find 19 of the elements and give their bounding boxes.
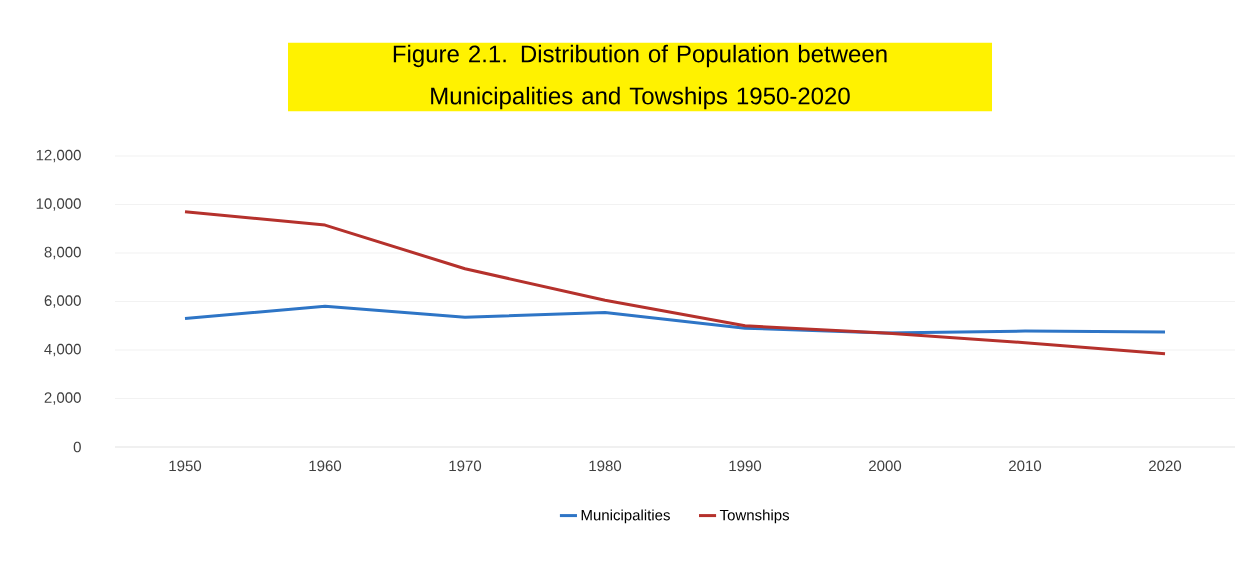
x-tick-label: 1980 <box>589 460 622 472</box>
x-tick-label: 1960 <box>309 460 342 472</box>
y-tick-label: 4,000 <box>44 343 81 357</box>
y-tick-label: 2,000 <box>44 392 81 405</box>
x-tick-label: 2020 <box>1149 460 1182 472</box>
x-tick-label: 2000 <box>869 460 902 472</box>
chart-title: Figure 2.1. Distribution of Population between Municipalities and Towships 1950-2020 <box>393 44 887 110</box>
line-series <box>183 210 1167 356</box>
x-tick-label: 1950 <box>169 460 202 472</box>
y-tick-label: 8,000 <box>44 246 81 260</box>
y-tick-label: 12,000 <box>36 149 81 163</box>
y-tick-label: 0 <box>73 441 81 453</box>
legend-label: Municipalities <box>581 509 670 524</box>
x-tick-label: 2010 <box>1009 460 1042 472</box>
y-tick-label: 6,000 <box>44 295 81 308</box>
y-tick-label: 10,000 <box>36 198 81 211</box>
legend-label: Townships <box>719 509 790 524</box>
x-tick-label: 1970 <box>449 460 482 472</box>
x-tick-label: 1990 <box>729 460 762 472</box>
